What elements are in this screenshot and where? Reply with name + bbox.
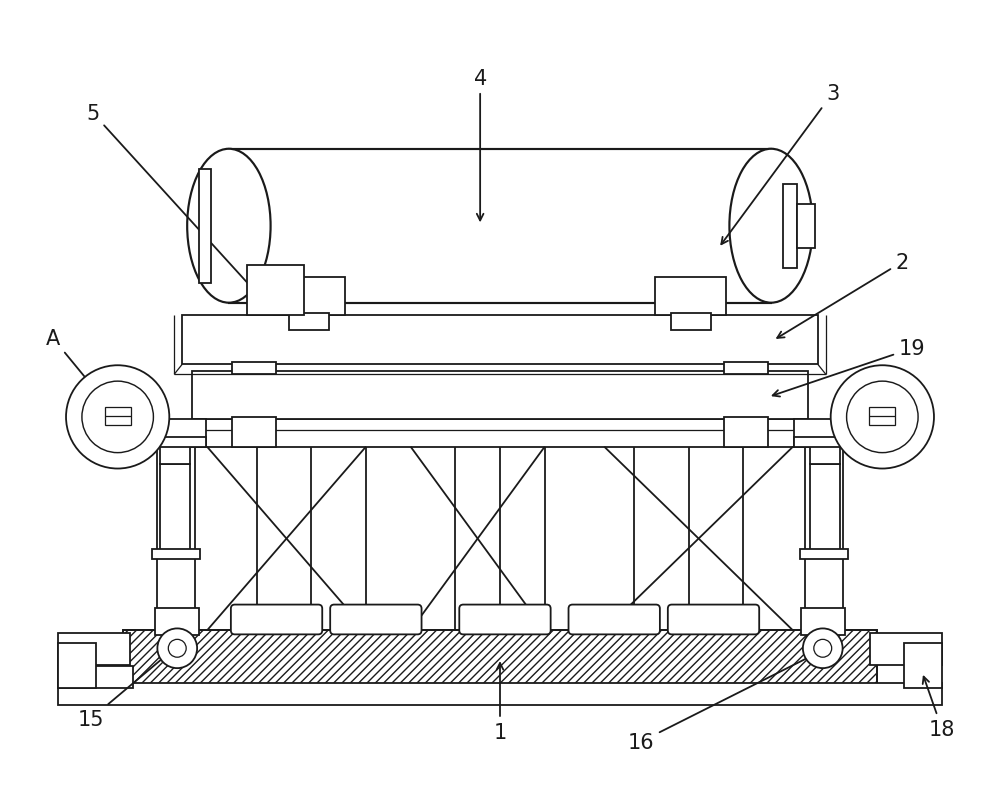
FancyBboxPatch shape [231,605,322,634]
Bar [724,363,768,375]
Bar [870,634,942,666]
Bar [152,549,200,559]
Bar [289,314,329,331]
Bar [58,643,96,688]
Bar [274,277,345,315]
Ellipse shape [729,149,813,303]
Bar [155,608,199,635]
Bar [123,630,877,685]
Text: A: A [46,329,115,414]
Bar [810,464,840,553]
Bar [160,464,190,553]
Bar [58,683,942,705]
Text: 16: 16 [628,653,818,751]
Bar [794,419,856,448]
Bar [671,314,711,331]
Bar [58,634,130,666]
Circle shape [66,366,169,469]
Bar [182,315,818,365]
Bar [810,444,840,464]
Bar [232,417,276,448]
Bar [157,442,195,630]
Text: 4: 4 [474,69,487,221]
Circle shape [157,629,197,668]
FancyBboxPatch shape [330,605,422,634]
Text: 18: 18 [923,677,955,739]
Text: 15: 15 [78,654,169,729]
Bar [192,372,808,419]
Bar [846,395,856,437]
Text: 2: 2 [777,253,909,338]
Ellipse shape [187,149,271,303]
Text: 1: 1 [493,663,507,742]
Bar [655,277,726,315]
Bar [144,419,206,448]
Bar [724,417,768,448]
Bar [229,149,771,303]
FancyBboxPatch shape [668,605,759,634]
Bar [247,265,304,315]
Bar [144,395,154,437]
FancyBboxPatch shape [459,605,551,634]
Bar [783,184,797,269]
Bar [105,407,131,425]
Circle shape [803,629,843,668]
Text: 5: 5 [86,103,260,298]
Bar [232,363,276,375]
Bar [869,407,895,425]
Bar [800,549,848,559]
Bar [794,437,856,448]
Bar [197,419,803,448]
Bar [160,444,190,464]
Bar [805,442,843,630]
Text: 19: 19 [773,339,925,397]
Text: 3: 3 [721,84,839,245]
Bar [199,169,211,283]
Bar [123,630,877,685]
Bar [801,608,845,635]
Bar [58,666,133,688]
Bar [144,437,206,448]
Bar [904,643,942,688]
Circle shape [831,366,934,469]
Bar [797,205,815,249]
FancyBboxPatch shape [569,605,660,634]
